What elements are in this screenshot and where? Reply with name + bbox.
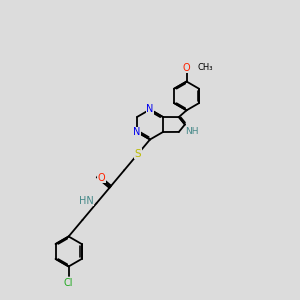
Text: HN: HN	[79, 196, 94, 206]
Text: CH₃: CH₃	[198, 63, 213, 72]
Text: NH: NH	[185, 128, 199, 136]
Text: N: N	[146, 104, 154, 115]
Text: S: S	[135, 149, 141, 159]
Text: Cl: Cl	[64, 278, 74, 288]
Text: N: N	[133, 127, 141, 137]
Text: O: O	[98, 173, 105, 183]
Text: O: O	[183, 63, 190, 73]
